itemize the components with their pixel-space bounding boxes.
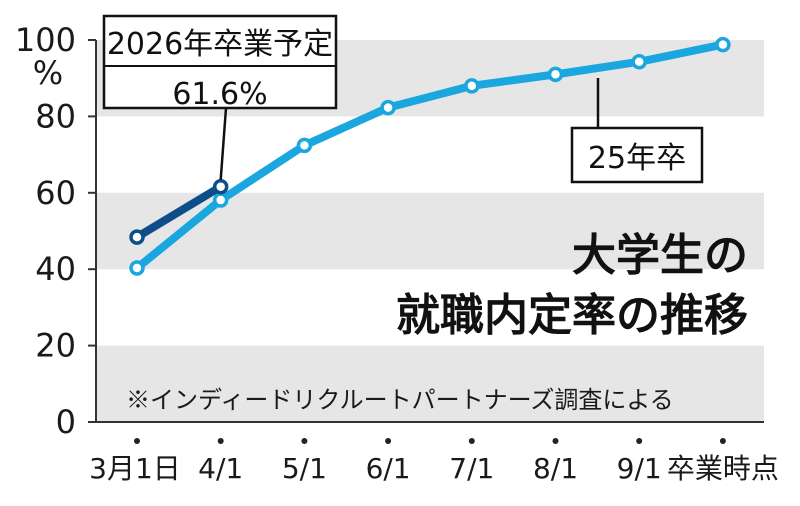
x-tick-dot bbox=[636, 438, 643, 444]
x-tick-dot bbox=[217, 438, 224, 444]
grid-band bbox=[96, 345, 764, 422]
grid-band bbox=[96, 192, 764, 270]
y-tick-label: 100 bbox=[15, 21, 76, 59]
x-tick-dot bbox=[552, 438, 559, 444]
y-ticks: 100 80 60 40 20 0 bbox=[15, 21, 96, 441]
series-point bbox=[547, 66, 564, 83]
x-tick-dot bbox=[134, 438, 140, 444]
callout-25-label: 25年卒 bbox=[588, 141, 686, 176]
x-tick-label: 6/1 bbox=[366, 452, 411, 485]
x-tick-label: 8/1 bbox=[533, 452, 578, 485]
y-tick-label: 40 bbox=[35, 250, 76, 288]
callout-2026-leader bbox=[219, 107, 228, 180]
x-tick-label: 7/1 bbox=[449, 452, 494, 485]
x-tick-dot bbox=[468, 438, 475, 444]
series-point bbox=[212, 178, 229, 195]
series-point bbox=[464, 78, 480, 94]
x-tick-label: 卒業時点 bbox=[667, 452, 779, 485]
callout-2026: 2026年卒業予定 61.6% bbox=[102, 14, 338, 180]
y-tick-label: 80 bbox=[35, 97, 76, 135]
y-tick-label: 60 bbox=[35, 174, 76, 212]
x-ticks: 3月1日 4/1 5/1 6/1 7/1 8/1 9/1 卒業時点 bbox=[89, 438, 779, 485]
grid-bands bbox=[96, 40, 764, 422]
callout-2026-label: 2026年卒業予定 bbox=[107, 27, 333, 62]
callout-2026-value: 61.6% bbox=[172, 77, 267, 112]
chart-title-line-1: 大学生の bbox=[572, 230, 748, 281]
x-tick-label: 9/1 bbox=[617, 452, 662, 485]
x-tick-label: 3月1日 bbox=[89, 452, 181, 485]
x-tick-dot bbox=[385, 438, 392, 444]
series-point bbox=[631, 54, 647, 70]
series-point bbox=[212, 192, 229, 208]
series-line bbox=[133, 40, 727, 273]
callout-2026-box bbox=[102, 14, 338, 110]
series-point bbox=[296, 137, 313, 154]
source-note: ※インディードリクルートパートナーズ調査による bbox=[126, 386, 674, 414]
y-axis-unit: % bbox=[33, 54, 63, 92]
x-tick-label: 4/1 bbox=[198, 452, 243, 485]
series-point bbox=[380, 99, 396, 116]
series-point bbox=[129, 260, 145, 276]
callout-25-box bbox=[570, 126, 704, 184]
y-tick-label: 0 bbox=[56, 403, 76, 441]
callout-25: 25年卒 bbox=[570, 78, 704, 184]
series-layer bbox=[129, 36, 731, 276]
series-line bbox=[133, 182, 225, 242]
x-tick-dot bbox=[719, 438, 726, 444]
x-tick-label: 5/1 bbox=[282, 452, 327, 485]
chart-title-line-2: 就職内定率の推移 bbox=[396, 290, 748, 341]
x-tick-dot bbox=[301, 438, 308, 444]
y-tick-label: 20 bbox=[35, 327, 76, 365]
series-point bbox=[715, 36, 731, 53]
series-point bbox=[129, 229, 145, 245]
